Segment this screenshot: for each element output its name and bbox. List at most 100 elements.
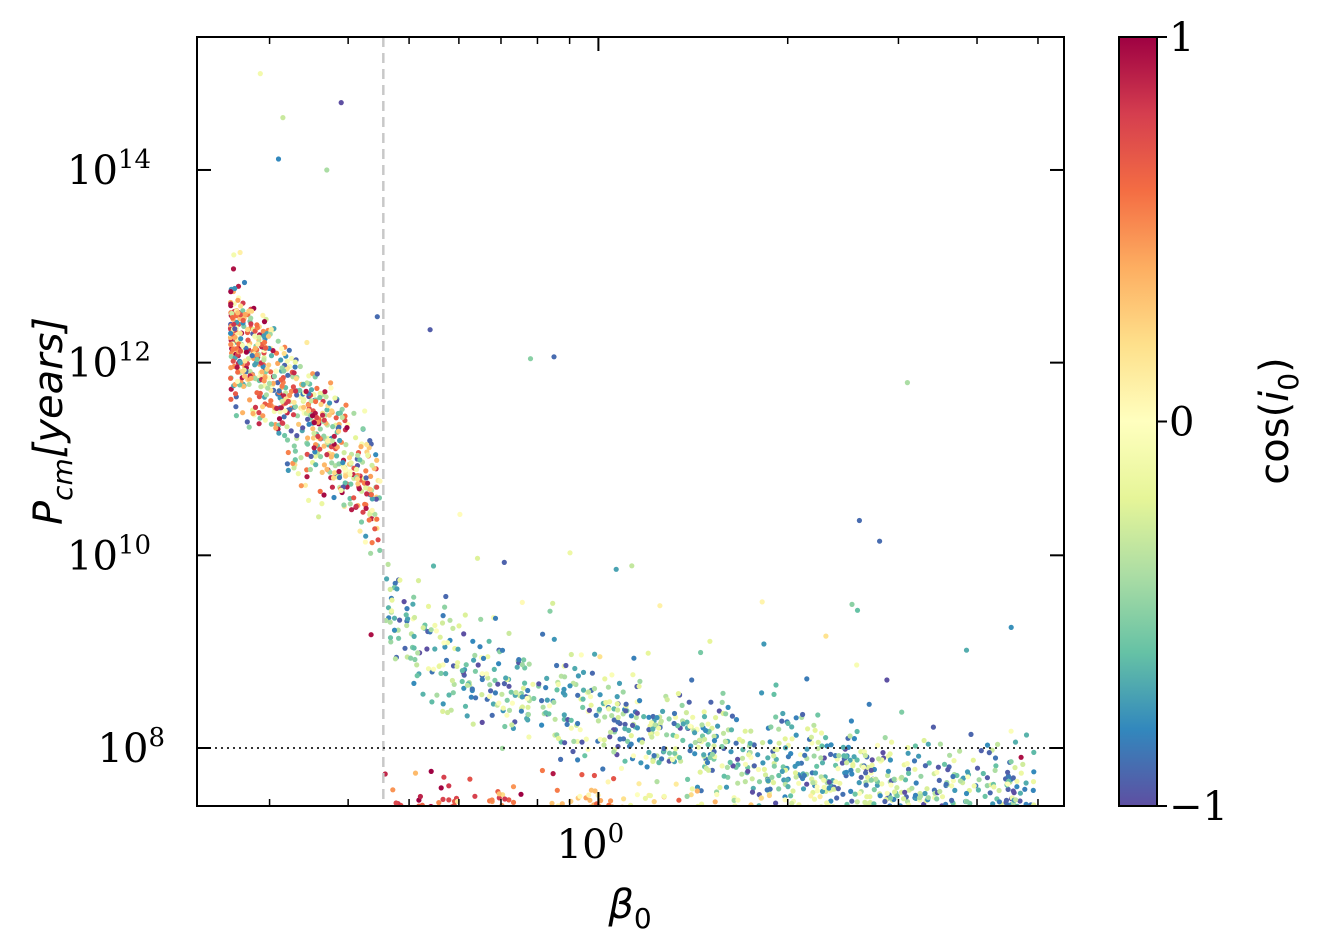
scatter-point — [924, 831, 929, 836]
scatter-point — [984, 862, 989, 867]
scatter-point — [794, 819, 799, 824]
scatter-point — [733, 717, 740, 723]
scatter-point — [704, 857, 709, 862]
scatter-point — [660, 708, 666, 715]
scatter-point — [957, 778, 964, 784]
scatter-point — [974, 765, 981, 771]
scatter-point — [916, 753, 922, 759]
scatter-point — [487, 815, 492, 820]
scatter-point — [1017, 830, 1022, 835]
scatter-point — [885, 768, 892, 774]
scatter-point — [529, 807, 534, 812]
scatter-point — [1005, 817, 1010, 822]
scatter-point — [639, 739, 645, 745]
scatter-point — [620, 689, 626, 695]
scatter-point — [922, 817, 927, 822]
scatter-point — [781, 828, 786, 833]
scatter-point — [761, 766, 768, 773]
scatter-point — [913, 780, 919, 786]
scatter-point — [288, 388, 294, 394]
scatter-point — [644, 829, 649, 834]
scatter-point — [329, 408, 335, 414]
scatter-point — [622, 721, 628, 727]
scatter-point — [367, 438, 373, 444]
scatter-point — [925, 795, 931, 801]
scatter-point — [337, 437, 343, 444]
scatter-point — [385, 561, 391, 568]
scatter-point — [605, 684, 612, 690]
scatter-point — [310, 426, 316, 432]
scatter-point — [949, 797, 955, 804]
scatter-point — [449, 851, 454, 856]
scatter-point — [285, 449, 291, 456]
scatter-point — [650, 830, 655, 835]
y-tick-label-base: 10 — [98, 726, 149, 772]
scatter-point — [1014, 778, 1020, 784]
scatter-point — [529, 829, 534, 834]
scatter-point — [476, 819, 481, 824]
scatter-point — [282, 408, 288, 414]
scatter-point — [828, 831, 833, 836]
scatter-point — [254, 352, 260, 358]
scatter-point — [367, 511, 373, 518]
scatter-point — [287, 392, 293, 398]
scatter-point — [969, 838, 974, 843]
scatter-point — [900, 807, 905, 812]
scatter-point — [647, 808, 652, 813]
scatter-point — [913, 834, 918, 839]
scatter-point — [787, 830, 792, 835]
scatter-point — [783, 814, 788, 819]
scatter-point — [649, 841, 654, 846]
scatter-point — [843, 857, 848, 862]
scatter-point — [808, 734, 815, 740]
scatter-point — [634, 710, 640, 716]
scatter-point — [274, 405, 280, 411]
scatter-point — [961, 842, 966, 847]
scatter-point — [729, 713, 736, 719]
scatter-point — [709, 832, 714, 837]
scatter-point — [606, 706, 612, 712]
scatter-point — [649, 842, 654, 847]
scatter-point — [479, 824, 484, 829]
scatter-point — [411, 680, 417, 687]
scatter-point — [652, 835, 657, 840]
scatter-point — [896, 818, 901, 823]
scatter-point — [641, 842, 646, 847]
scatter-point — [683, 710, 690, 716]
scatter-point — [935, 764, 942, 770]
scatter-point — [848, 718, 855, 724]
scatter-point — [513, 689, 519, 696]
scatter-point — [459, 829, 464, 834]
scatter-point — [358, 519, 365, 525]
y-tick-label-exp: 10 — [118, 530, 151, 560]
scatter-point — [614, 850, 619, 855]
scatter-point — [445, 709, 451, 716]
scatter-point — [441, 640, 447, 646]
scatter-point — [536, 831, 541, 836]
scatter-point — [601, 737, 607, 743]
scatter-point — [1021, 810, 1026, 815]
scatter-point — [679, 702, 685, 709]
scatter-point — [868, 777, 874, 783]
scatter-point — [554, 787, 560, 793]
scatter-point — [741, 817, 746, 822]
scatter-point — [848, 788, 854, 795]
scatter-point — [749, 789, 756, 795]
scatter-point — [757, 830, 762, 835]
y-tick-label-exp: 12 — [118, 338, 151, 368]
scatter-point — [965, 812, 970, 817]
scatter-point — [1031, 813, 1036, 818]
scatter-point — [735, 780, 741, 786]
scatter-point — [447, 617, 453, 623]
scatter-point — [833, 779, 839, 785]
scatter-point — [851, 736, 858, 742]
scatter-point — [759, 690, 765, 696]
scatter-point — [896, 848, 901, 853]
scatter-point — [937, 788, 943, 795]
scatter-point — [1003, 823, 1008, 828]
scatter-point — [275, 338, 281, 344]
scatter-point — [795, 853, 800, 858]
scatter-point — [990, 801, 996, 806]
y-tick-label-base: 10 — [67, 148, 118, 194]
scatter-point — [458, 841, 463, 846]
